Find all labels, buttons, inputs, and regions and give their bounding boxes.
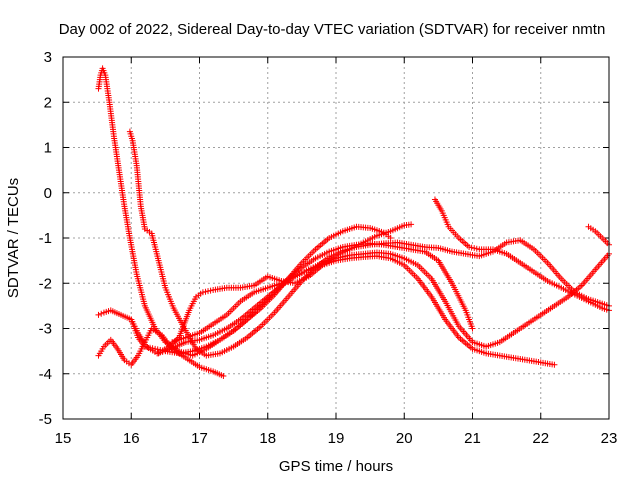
- data-point-marker: [199, 289, 206, 296]
- x-tick-label: 16: [123, 430, 140, 447]
- x-tick-label: 17: [191, 430, 208, 447]
- data-point-marker: [157, 346, 164, 353]
- x-tick-label: 23: [601, 430, 618, 447]
- y-tick-label: -5: [39, 411, 52, 428]
- x-tick-label: 19: [328, 430, 345, 447]
- data-point-marker: [205, 288, 212, 295]
- y-tick-label: 3: [44, 49, 52, 66]
- y-tick-label: -3: [39, 321, 52, 338]
- grid-lines: [63, 57, 609, 419]
- data-point-marker: [473, 245, 480, 252]
- data-point-marker: [408, 221, 415, 228]
- x-tick-label: 20: [396, 430, 413, 447]
- data-point-marker: [207, 287, 214, 294]
- x-tick-label: 15: [55, 430, 72, 447]
- x-tick-label: 18: [259, 430, 276, 447]
- data-point-marker: [466, 244, 473, 251]
- series-track-a: [95, 65, 394, 359]
- data-point-marker: [141, 343, 148, 350]
- series-track-f: [128, 240, 476, 357]
- chart-title: Day 002 of 2022, Sidereal Day-to-day VTE…: [59, 21, 606, 38]
- series-track-c: [95, 325, 227, 380]
- y-tick-label: -2: [39, 275, 52, 292]
- x-axis-label: GPS time / hours: [279, 458, 393, 475]
- data-point-marker: [98, 310, 105, 317]
- x-tick-label: 22: [532, 430, 549, 447]
- y-tick-label: 2: [44, 94, 52, 111]
- data-point-marker: [551, 361, 558, 368]
- y-tick-label: -1: [39, 230, 52, 247]
- data-point-marker: [468, 244, 475, 251]
- data-point-marker: [202, 288, 209, 295]
- y-axis-label: SDTVAR / TECUs: [5, 178, 22, 298]
- x-tick-label: 21: [464, 430, 481, 447]
- plot-frame: [62, 56, 610, 420]
- data-point-marker: [471, 245, 478, 252]
- data-point-marker: [154, 346, 161, 353]
- data-point-marker: [152, 345, 159, 352]
- data-point-marker: [220, 373, 227, 380]
- data-point-marker: [147, 344, 154, 351]
- series-track-g: [169, 253, 558, 368]
- series-track-e: [155, 221, 415, 357]
- y-tick-label: 0: [44, 185, 52, 202]
- y-tick-label: 1: [44, 140, 52, 157]
- data-point-marker: [159, 347, 166, 354]
- y-tick-label: -4: [39, 366, 52, 383]
- series-track-i: [585, 223, 612, 248]
- data-point-marker: [469, 325, 476, 332]
- data-markers: [95, 65, 612, 380]
- data-point-marker: [144, 344, 151, 351]
- data-point-marker: [149, 345, 156, 352]
- data-point-marker: [95, 311, 102, 318]
